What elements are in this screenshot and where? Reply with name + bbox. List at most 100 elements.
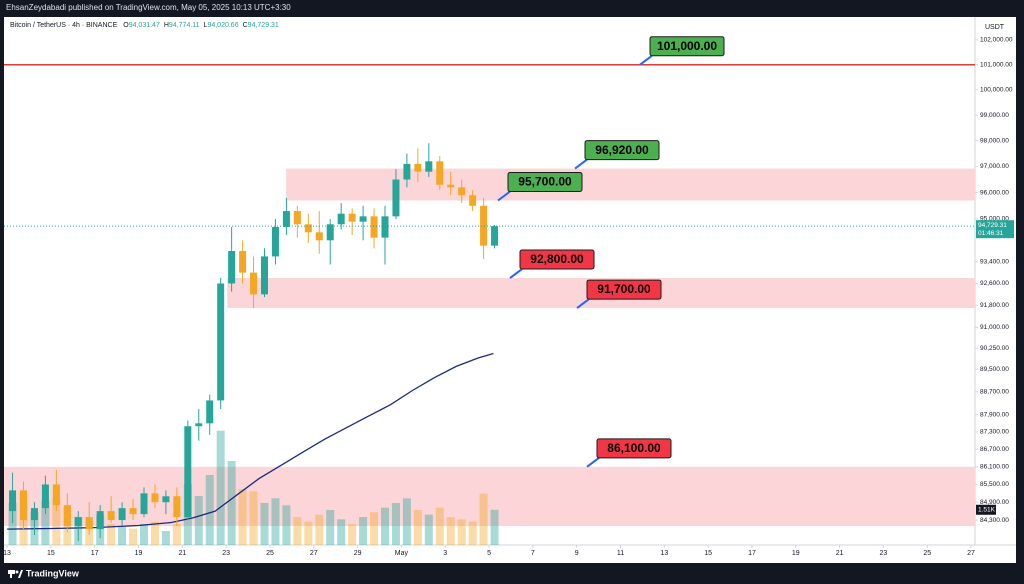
moving-average	[7, 352, 494, 530]
candle-body	[458, 187, 466, 196]
x-tick-label: 7	[531, 550, 535, 557]
candle-body	[282, 211, 290, 227]
volume-bar	[52, 498, 61, 545]
volume-bar	[380, 507, 389, 545]
candle-body	[425, 161, 433, 172]
candle-body	[491, 226, 499, 246]
candle-body	[96, 511, 104, 530]
volume-bar	[359, 517, 368, 545]
candle-body	[74, 517, 82, 527]
candle-body	[392, 179, 400, 217]
x-tick-label: 25	[923, 550, 931, 557]
candle-body	[359, 216, 367, 222]
x-tick-label: 19	[135, 550, 143, 557]
annotation-box	[507, 172, 583, 193]
y-tick-label: 100,000.00	[980, 86, 1013, 93]
candle-body	[118, 508, 126, 521]
x-tick-label: 25	[266, 550, 274, 557]
annotation-pointer	[639, 54, 653, 66]
candle-body	[304, 224, 312, 233]
x-tick-label: 5	[487, 550, 491, 557]
candle-body	[129, 508, 137, 515]
volume-bar	[413, 510, 422, 545]
y-tick-label: 99,000.00	[980, 112, 1009, 119]
ohlc-value: 94,774.11	[169, 22, 200, 29]
y-tick-label: 96,000.00	[980, 189, 1009, 196]
y-tick-label: 91,800.00	[980, 302, 1009, 309]
ohlc-key: L	[204, 22, 208, 29]
y-tick-label: 90,250.00	[980, 345, 1009, 352]
annotation-pointer	[576, 298, 590, 309]
annotation-pointer	[574, 158, 588, 170]
volume-bar	[205, 475, 214, 545]
volume-bar	[216, 430, 225, 545]
volume-bar	[194, 496, 203, 545]
x-tick-label: 17	[91, 550, 99, 557]
volume-bar	[337, 519, 346, 545]
candle-body	[239, 251, 247, 273]
volume-bar	[139, 524, 148, 545]
volume-bar	[282, 505, 291, 545]
candle-body	[271, 226, 279, 257]
x-tick-label: 13	[660, 550, 668, 557]
y-tick-label: 91,000.00	[980, 324, 1009, 331]
candle-body	[195, 423, 203, 427]
volume-bar	[446, 517, 455, 545]
candle-body	[107, 511, 115, 521]
annotation-label: 101,000.00	[657, 39, 717, 53]
candle-body	[9, 490, 17, 512]
candle-body	[206, 400, 214, 424]
candle-body	[414, 163, 422, 172]
volume-bar	[490, 509, 499, 545]
candle-body	[337, 213, 345, 225]
volume-bar	[402, 498, 411, 545]
x-tick-label: 21	[836, 550, 844, 557]
currency: USDT	[985, 24, 1005, 31]
chart-legend: Bitcoin / TetherUS · 4h · BINANCE O94,031…	[10, 22, 279, 29]
ohlc-value: 94,031.47	[129, 22, 160, 29]
x-tick-label: 3	[443, 550, 447, 557]
annotation-box	[586, 279, 662, 300]
ohlc-value: 94,729.31	[248, 22, 279, 29]
y-tick-label: 85,500.00	[980, 481, 1009, 488]
ohlc-key: H	[164, 22, 169, 29]
candle-body	[403, 163, 411, 180]
y-tick-label: 101,000.00	[980, 61, 1013, 68]
y-tick-label: 95,000.00	[980, 216, 1009, 223]
volume-bar	[118, 526, 127, 545]
annotation-box	[584, 140, 660, 161]
x-tick-label: 23	[222, 550, 230, 557]
y-tick-label: 93,400.00	[980, 259, 1009, 266]
volume-bar	[457, 519, 466, 545]
y-tick-label: 86,100.00	[980, 464, 1009, 471]
annotation-label: 92,800.00	[530, 252, 584, 266]
ohlc-key: C	[243, 22, 248, 29]
volume-bar	[315, 514, 324, 545]
x-tick-label: 11	[617, 550, 624, 557]
candle-body	[63, 505, 71, 527]
annotation-pointer	[509, 268, 523, 279]
y-tick-label: 97,000.00	[980, 163, 1009, 170]
candle-body	[217, 283, 225, 401]
last-price-box	[976, 220, 1014, 239]
volume-bar	[391, 503, 400, 545]
annotation-label: 86,100.00	[607, 441, 661, 455]
y-tick-label: 102,000.00	[980, 37, 1013, 44]
candle-body	[326, 224, 334, 241]
volume-bar	[424, 514, 433, 545]
annotation-box	[596, 438, 672, 459]
candle-body	[469, 195, 477, 206]
volume-bar	[271, 498, 280, 545]
candle-body	[381, 216, 389, 238]
candle-body	[140, 493, 148, 515]
volume-bar	[326, 510, 335, 545]
volume-bar	[107, 524, 116, 545]
volume-bar	[41, 500, 50, 545]
candle-body	[173, 496, 181, 518]
annotation-pointer	[586, 457, 600, 468]
candle-body	[348, 213, 356, 222]
published-by: EhsanZeydabadi published on TradingView.…	[6, 3, 291, 12]
candle-body	[52, 484, 60, 506]
last-price-label: 94,729.31	[978, 222, 1007, 229]
